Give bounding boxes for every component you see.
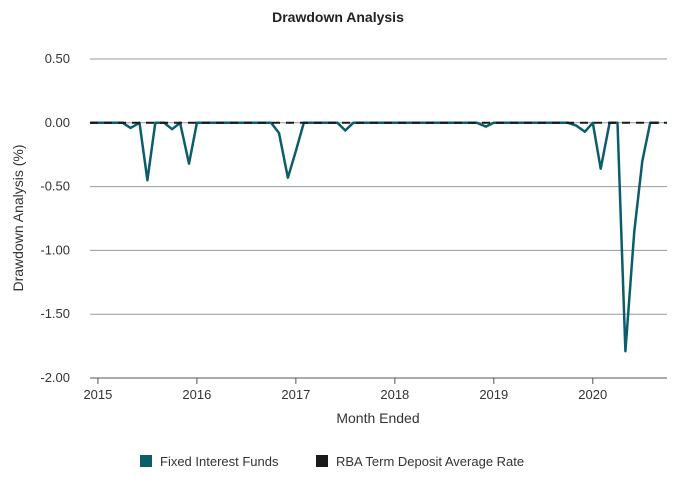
- x-axis-label: Month Ended: [336, 410, 419, 426]
- x-tick-label: 2015: [83, 387, 112, 402]
- x-tick-label: 2020: [578, 387, 607, 402]
- y-tick-label: -1.50: [40, 306, 70, 321]
- y-tick-label: -2.00: [40, 370, 70, 385]
- y-tick-label: 0.50: [45, 51, 70, 66]
- chart-title: Drawdown Analysis: [272, 9, 404, 25]
- legend-label-1: RBA Term Deposit Average Rate: [336, 454, 524, 469]
- y-tick-label: -1.00: [40, 242, 70, 257]
- y-axis-ticks: 0.50 0.00 -0.50 -1.00 -1.50 -2.00: [40, 51, 70, 385]
- series-layer: [90, 121, 667, 353]
- legend-swatch-1: [316, 455, 328, 467]
- x-tick-label: 2019: [479, 387, 508, 402]
- x-tick-label: 2018: [380, 387, 409, 402]
- y-axis-label: Drawdown Analysis (%): [10, 144, 26, 291]
- gridlines: [90, 58, 667, 379]
- x-tick-label: 2017: [281, 387, 310, 402]
- x-axis: 2015 2016 2017 2018 2019 2020: [83, 377, 667, 402]
- legend: Fixed Interest Funds RBA Term Deposit Ave…: [140, 454, 524, 469]
- legend-label-0: Fixed Interest Funds: [160, 454, 279, 469]
- y-tick-label: 0.00: [45, 115, 70, 130]
- y-tick-label: -0.50: [40, 179, 70, 194]
- legend-swatch-0: [140, 455, 152, 467]
- x-tick-label: 2016: [182, 387, 211, 402]
- series-line-0: [90, 121, 660, 353]
